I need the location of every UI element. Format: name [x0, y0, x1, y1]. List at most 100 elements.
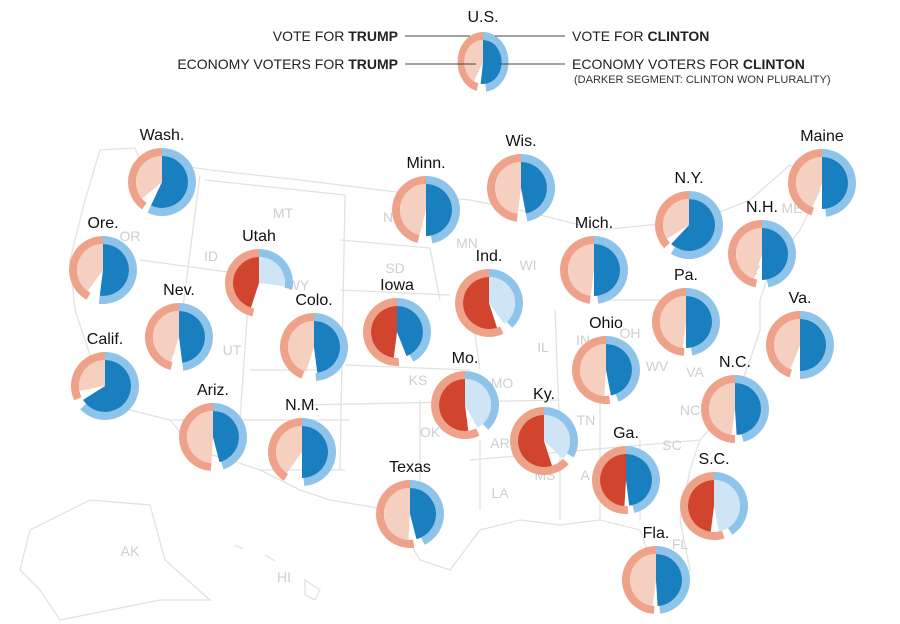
clinton-economy-slice	[606, 344, 632, 396]
clinton-vote-ring	[822, 149, 857, 217]
map-abbr-la: LA	[491, 485, 509, 501]
trump-vote-ring	[559, 236, 594, 304]
trump-vote-ring	[457, 32, 483, 92]
trump-vote-ring	[572, 336, 611, 404]
trump-economy-slice	[630, 554, 656, 606]
trump-economy-slice	[439, 379, 469, 431]
trump-vote-ring	[680, 472, 725, 540]
clinton-vote-ring	[465, 371, 499, 430]
map-abbr-sc: SC	[662, 437, 681, 453]
clinton-vote-ring	[410, 480, 445, 545]
state-label-nc: N.C.	[719, 354, 751, 371]
state-label-nev: Nev.	[163, 282, 195, 299]
pie-ohio	[572, 336, 640, 404]
pie-ny	[655, 191, 723, 259]
state-label-ky: Ky.	[533, 386, 555, 403]
clinton-economy-slice	[480, 40, 502, 84]
trump-vote-ring	[701, 375, 735, 443]
trump-vote-ring	[655, 191, 689, 249]
trump-vote-ring	[486, 154, 521, 222]
clinton-economy-slice	[521, 162, 547, 214]
trump-vote-ring	[363, 298, 400, 366]
alaska-outline	[19, 499, 212, 621]
legend-note: (DARKER SEGMENT: CLINTON WON PLURALITY)	[574, 74, 831, 86]
trump-economy-slice	[796, 157, 822, 208]
state-label-utah: Utah	[242, 228, 276, 245]
trump-vote-ring	[455, 269, 504, 338]
state-label-ny: N.Y.	[674, 170, 703, 187]
clinton-economy-slice	[397, 306, 424, 357]
clinton-economy-slice	[686, 296, 712, 348]
clinton-vote-ring	[302, 418, 337, 486]
clinton-economy-slice	[762, 228, 788, 280]
trump-vote-ring	[622, 546, 656, 614]
clinton-vote-ring	[147, 148, 196, 216]
pie-pa	[651, 288, 720, 356]
clinton-vote-ring	[489, 269, 524, 328]
state-label-sc: S.C.	[698, 451, 729, 468]
map-abbr-a: A	[580, 467, 590, 483]
pie-nm	[268, 418, 337, 486]
trump-vote-ring	[765, 311, 800, 378]
clinton-economy-slice	[314, 321, 341, 373]
trump-economy-slice	[735, 228, 762, 279]
pie-nh	[728, 220, 796, 288]
trump-economy-slice	[774, 319, 800, 370]
clinton-vote-ring	[98, 236, 137, 304]
clinton-economy-slice	[410, 488, 436, 540]
pie-us	[457, 32, 509, 92]
pie-ky	[509, 407, 578, 476]
pie-nev	[145, 303, 213, 371]
trump-vote-ring	[69, 236, 103, 300]
state-label-nh: N.H.	[746, 199, 778, 216]
clinton-vote-ring	[483, 32, 509, 92]
legend: U.S. VOTE FOR TRUMP ECONOMY VOTERS FOR T…	[177, 9, 831, 92]
trump-vote-ring	[509, 407, 569, 476]
trump-economy-slice	[687, 480, 714, 532]
trump-economy-slice	[463, 277, 498, 329]
pie-ind	[455, 269, 524, 338]
state-label-pa: Pa.	[674, 267, 698, 284]
trump-economy-slice	[518, 415, 553, 467]
map-abbr-n: N	[383, 209, 393, 225]
trump-vote-ring	[392, 176, 426, 243]
trump-economy-slice	[79, 360, 105, 391]
clinton-vote-ring	[179, 303, 213, 371]
trump-economy-slice	[233, 257, 259, 308]
trump-economy-slice	[495, 162, 521, 214]
trump-vote-ring	[268, 418, 302, 481]
state-label-ohio: Ohio	[589, 315, 623, 332]
clinton-economy-slice	[213, 411, 240, 463]
pie-iowa	[363, 298, 432, 366]
clinton-economy-slice	[671, 199, 715, 251]
clinton-vote-ring	[594, 236, 629, 304]
clinton-economy-slice	[489, 277, 515, 325]
pie-va	[765, 311, 834, 379]
clinton-vote-ring	[544, 407, 578, 458]
pie-minn	[392, 176, 460, 244]
clinton-economy-slice	[302, 426, 328, 478]
clinton-economy-slice	[465, 379, 491, 428]
map-abbr-oh: OH	[620, 325, 641, 341]
clinton-vote-ring	[626, 445, 660, 513]
clinton-economy-slice	[259, 257, 285, 287]
map-abbr-or: OR	[120, 228, 141, 244]
clinton-economy-slice	[626, 454, 653, 506]
trump-vote-ring	[592, 446, 629, 514]
clinton-economy-slice	[426, 184, 452, 236]
clinton-vote-ring	[80, 351, 140, 421]
map-abbr-mn: MN	[456, 235, 478, 251]
clinton-vote-ring	[670, 191, 723, 259]
clinton-economy-slice	[735, 383, 761, 435]
pie-mich	[559, 236, 629, 304]
map-abbr-wi: WI	[519, 257, 536, 273]
map-abbr-id: ID	[204, 248, 218, 264]
trump-vote-ring	[224, 249, 259, 317]
clinton-vote-ring	[397, 298, 432, 362]
state-label-nm: N.M.	[285, 397, 319, 414]
clinton-economy-slice	[822, 157, 848, 209]
clinton-economy-slice	[714, 480, 741, 532]
state-label-mich: Mich.	[575, 215, 613, 232]
trump-economy-slice	[580, 344, 606, 396]
